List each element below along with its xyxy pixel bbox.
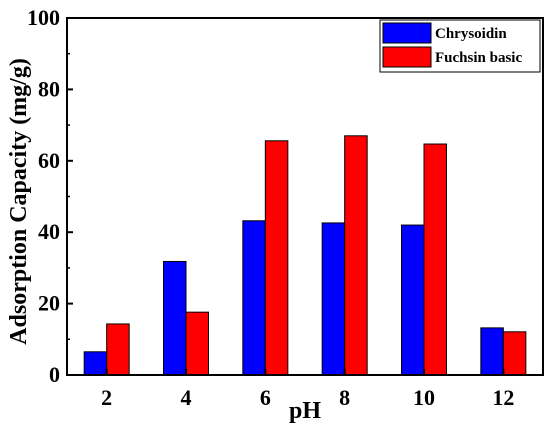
bar-chrysoidin-ph-12 — [480, 327, 504, 376]
bar-fuchsin-basic-ph-2 — [106, 323, 130, 376]
bar-fuchsin-basic-ph-8 — [344, 135, 368, 376]
y-tick-label: 40 — [38, 219, 60, 244]
x-axis-title: pH — [289, 398, 321, 424]
y-axis-title: Adsorption Capacity (mg/g) — [6, 58, 32, 345]
y-axis-ticks: 0 20 40 60 80 100 — [27, 5, 73, 387]
y-tick-label: 100 — [27, 5, 60, 30]
x-axis-ticks: 2 4 6 8 10 12 — [101, 369, 514, 410]
legend: Chrysoidin Fuchsin basic — [379, 19, 541, 73]
legend-swatch-chrysoidin — [382, 22, 432, 44]
x-tick-label: 4 — [181, 385, 192, 410]
x-tick-label: 6 — [260, 385, 271, 410]
legend-label-chrysoidin: Chrysoidin — [435, 26, 507, 42]
bar-chrysoidin-ph-8 — [321, 222, 346, 376]
bar-fuchsin-basic-ph-6 — [264, 140, 289, 376]
bar-chrysoidin-ph-2 — [83, 351, 108, 376]
x-tick-label: 8 — [339, 385, 350, 410]
y-tick-label: 80 — [38, 76, 60, 101]
y-tick-label: 20 — [38, 291, 60, 316]
bar-chrysoidin-ph-10 — [401, 224, 425, 376]
y-tick-label: 0 — [49, 362, 60, 387]
y-tick-label: 60 — [38, 148, 60, 173]
x-tick-label: 12 — [492, 385, 514, 410]
bar-fuchsin-basic-ph-4 — [185, 311, 209, 376]
bar-chrysoidin-ph-4 — [163, 260, 187, 376]
bar-fuchsin-basic-ph-10 — [423, 143, 447, 376]
x-tick-label: 2 — [101, 385, 112, 410]
x-tick-label: 10 — [413, 385, 435, 410]
legend-label-fuchsin-basic: Fuchsin basic — [435, 50, 522, 66]
bars-layer — [83, 135, 527, 376]
bar-chrysoidin-ph-6 — [242, 220, 266, 376]
bar-fuchsin-basic-ph-12 — [502, 331, 527, 376]
legend-swatch-fuchsin-basic — [382, 46, 432, 68]
